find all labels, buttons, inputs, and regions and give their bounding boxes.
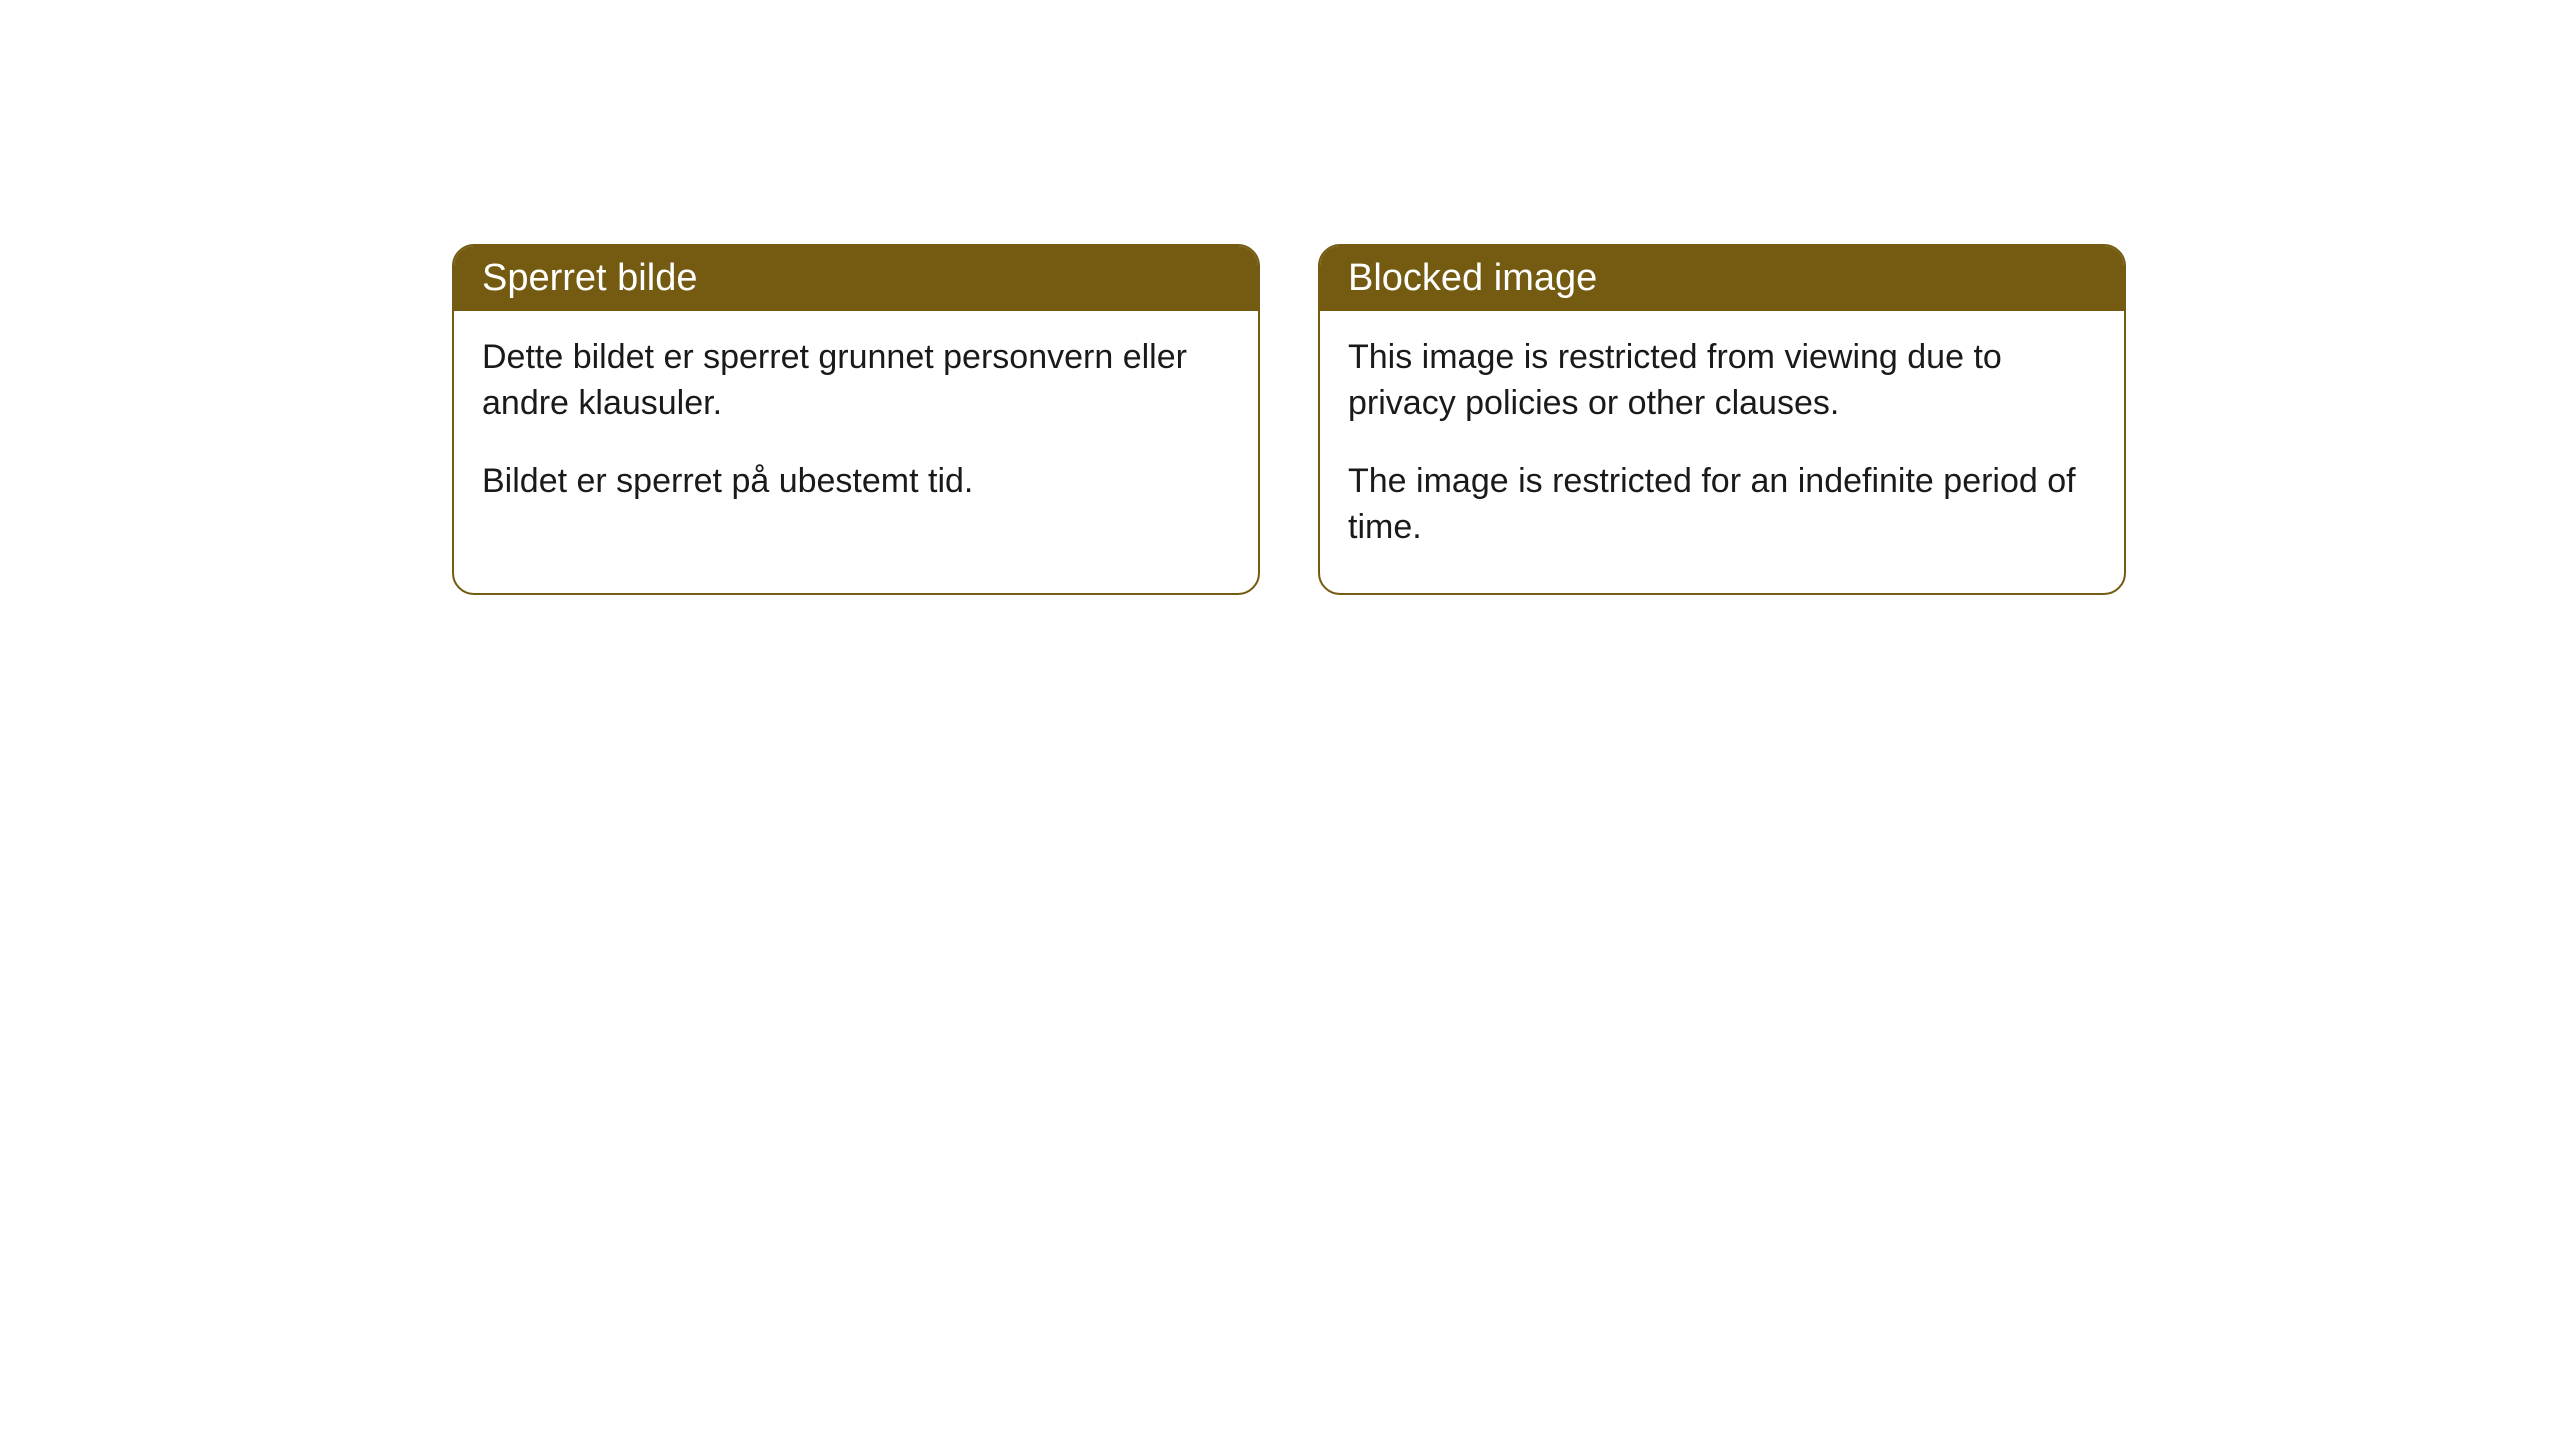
card-header-norwegian: Sperret bilde [454,246,1258,311]
card-body-english: This image is restricted from viewing du… [1320,311,2124,593]
card-body-norwegian: Dette bildet er sperret grunnet personve… [454,311,1258,547]
card-paragraph-1: This image is restricted from viewing du… [1348,335,2096,427]
card-header-english: Blocked image [1320,246,2124,311]
blocked-image-card-english: Blocked image This image is restricted f… [1318,244,2126,595]
card-paragraph-2: Bildet er sperret på ubestemt tid. [482,459,1230,505]
card-paragraph-2: The image is restricted for an indefinit… [1348,459,2096,551]
notice-cards-container: Sperret bilde Dette bildet er sperret gr… [452,244,2126,595]
card-title: Sperret bilde [482,257,697,299]
blocked-image-card-norwegian: Sperret bilde Dette bildet er sperret gr… [452,244,1260,595]
card-title: Blocked image [1348,257,1597,299]
card-paragraph-1: Dette bildet er sperret grunnet personve… [482,335,1230,427]
